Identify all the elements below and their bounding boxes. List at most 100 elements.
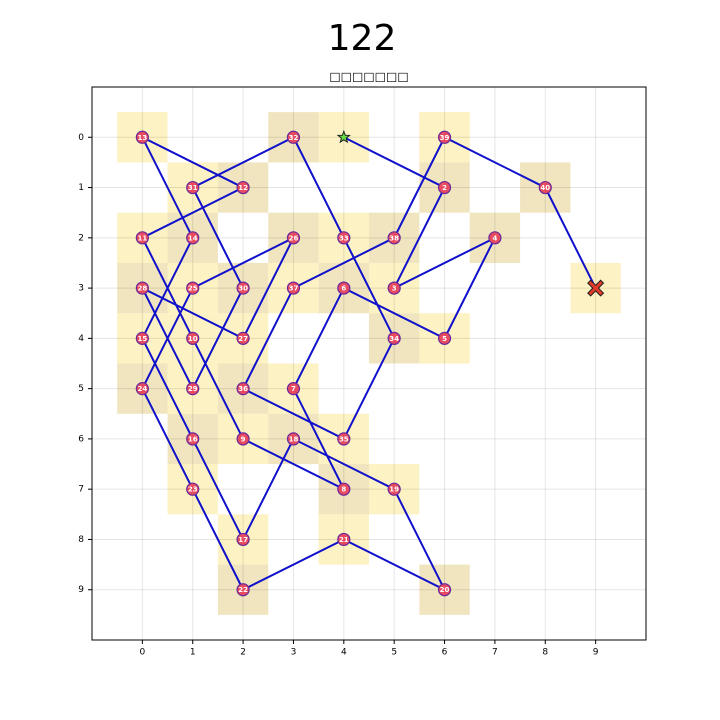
y-tick-label: 5 — [78, 384, 84, 394]
node-label: 17 — [238, 536, 248, 544]
y-tick-label: 6 — [78, 434, 84, 444]
node — [186, 482, 200, 496]
node-label: 32 — [289, 134, 299, 142]
x-tick-label: 2 — [240, 648, 246, 658]
node — [286, 382, 301, 396]
node-label: 18 — [289, 435, 299, 443]
x-tick-label: 9 — [593, 648, 599, 658]
node-label: 24 — [137, 385, 147, 393]
x-tick-label: 6 — [442, 648, 448, 658]
x-tick-label: 7 — [492, 648, 498, 658]
node-label: 9 — [241, 435, 246, 443]
node — [135, 382, 149, 396]
node-label: 16 — [188, 435, 198, 443]
node-label: 3 — [392, 285, 397, 293]
node-label: 14 — [188, 234, 198, 242]
node-label: 25 — [188, 285, 198, 293]
node — [236, 180, 250, 195]
node-label: 26 — [289, 234, 299, 242]
node — [186, 331, 200, 345]
node-label: 35 — [339, 435, 349, 443]
plot-frame — [91, 86, 647, 641]
node-label: 37 — [289, 285, 299, 293]
node — [236, 583, 250, 597]
x-tick-label: 3 — [291, 648, 297, 658]
node-label: 34 — [389, 335, 399, 343]
node — [286, 432, 301, 446]
node — [236, 432, 250, 446]
node — [286, 130, 301, 144]
node — [437, 180, 452, 195]
node-label: 12 — [238, 184, 248, 192]
chart-title: 122 — [328, 18, 397, 59]
y-tick-label: 1 — [78, 183, 84, 193]
node — [337, 281, 351, 295]
x-tick-label: 0 — [139, 648, 145, 658]
x-tick-label: 1 — [190, 648, 196, 658]
node — [538, 180, 552, 195]
x-tick-label: 5 — [391, 648, 397, 658]
node-label: 20 — [440, 586, 450, 594]
node-label: 40 — [540, 184, 550, 192]
y-tick-label: 2 — [78, 233, 84, 243]
node — [236, 331, 250, 345]
x-tick-label: 8 — [542, 648, 548, 658]
y-tick-label: 4 — [78, 334, 84, 344]
node — [135, 130, 149, 144]
node-label: 2 — [442, 184, 447, 192]
node — [236, 532, 250, 547]
node — [387, 231, 401, 245]
node — [186, 382, 200, 396]
node — [135, 281, 149, 295]
node — [337, 482, 351, 496]
chart-subtitle: □□□□□□□ — [329, 70, 408, 84]
y-tick-label: 3 — [78, 284, 84, 294]
node — [186, 231, 200, 245]
node — [387, 482, 401, 496]
node — [135, 331, 149, 345]
node-label: 31 — [188, 184, 198, 192]
node — [387, 281, 401, 295]
node-label: 27 — [238, 335, 248, 343]
node — [236, 281, 250, 295]
node-label: 39 — [440, 134, 450, 142]
node-label: 5 — [442, 335, 447, 343]
end-marker-inner — [588, 280, 603, 296]
node-label: 36 — [238, 385, 248, 393]
node-label: 38 — [389, 234, 399, 242]
node-label: 23 — [188, 486, 198, 494]
node-label: 28 — [137, 285, 147, 293]
node-label: 4 — [492, 234, 497, 242]
node — [337, 432, 351, 446]
node-label: 30 — [238, 285, 248, 293]
node — [236, 382, 250, 396]
node-label: 7 — [291, 385, 296, 393]
node — [135, 231, 149, 245]
y-tick-label: 7 — [78, 485, 84, 495]
node-label: 10 — [188, 335, 198, 343]
node-label: 13 — [137, 134, 147, 142]
node-label: 8 — [341, 486, 346, 494]
node — [437, 331, 452, 345]
node — [437, 130, 452, 144]
node — [488, 231, 502, 245]
node — [387, 331, 401, 345]
node — [286, 231, 301, 245]
y-tick-label: 0 — [78, 133, 84, 143]
x-tick-label: 4 — [341, 648, 347, 658]
node — [337, 532, 351, 547]
node — [186, 432, 200, 446]
y-tick-label: 8 — [78, 535, 84, 545]
node-label: 11 — [137, 234, 147, 242]
node-label: 33 — [339, 234, 349, 242]
node-label: 29 — [188, 385, 198, 393]
node-label: 19 — [389, 486, 399, 494]
y-tick-label: 9 — [78, 585, 84, 595]
node — [337, 231, 351, 245]
node-label: 21 — [339, 536, 349, 544]
node — [186, 281, 200, 295]
node — [186, 180, 200, 195]
node — [437, 583, 452, 597]
node — [286, 281, 301, 295]
